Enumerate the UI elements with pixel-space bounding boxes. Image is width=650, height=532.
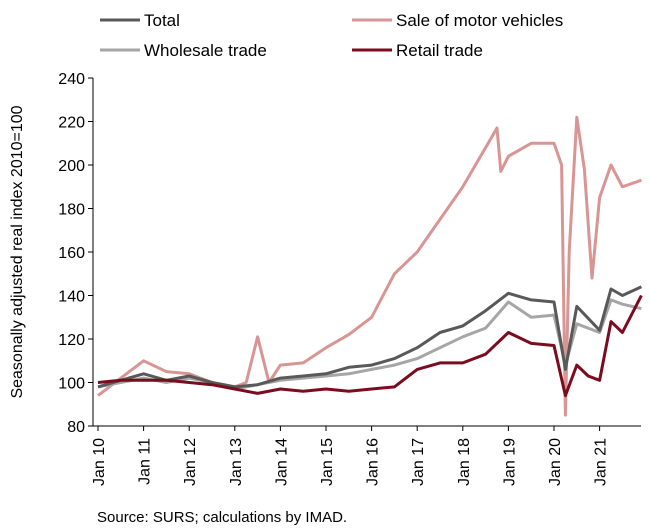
y-tick-label: 160 [58, 245, 85, 262]
y-tick-label: 100 [58, 376, 85, 393]
y-tick-label: 220 [58, 115, 85, 132]
series-line-total [97, 285, 643, 389]
x-tick-label: Jan 12 [182, 438, 199, 486]
plot-lines [97, 115, 643, 417]
x-tick-label: Jan 19 [501, 438, 518, 486]
x-tick-label: Jan 16 [365, 438, 382, 486]
legend: Total Sale of motor vehicles Wholesale tra… [100, 11, 563, 60]
legend-label: Wholesale trade [144, 41, 267, 60]
y-tick-label: 80 [67, 419, 85, 436]
legend-label: Sale of motor vehicles [396, 11, 563, 30]
x-tick-label: Jan 20 [547, 438, 564, 486]
y-tick-label: 200 [58, 158, 85, 175]
y-axis-ticks: 80 100 120 140 160 180 200 220 240 [58, 71, 93, 436]
legend-label: Total [144, 11, 180, 30]
x-tick-label: Jan 17 [410, 438, 427, 486]
legend-label: Retail trade [396, 41, 483, 60]
y-tick-label: 240 [58, 71, 85, 88]
y-axis-title: Seasonally adjusted real index 2010=100 [9, 105, 26, 398]
x-tick-label: Jan 11 [137, 438, 154, 485]
x-tick-label: Jan 15 [319, 438, 336, 486]
x-tick-label: Jan 14 [273, 438, 290, 486]
y-tick-label: 180 [58, 202, 85, 219]
y-tick-label: 140 [58, 289, 85, 306]
series-line-retail-trade [97, 294, 643, 398]
source-note: Source: SURS; calculations by IMAD. [97, 509, 347, 526]
x-tick-label: Jan 10 [91, 438, 108, 486]
x-tick-label: Jan 21 [593, 438, 610, 486]
y-tick-label: 120 [58, 332, 85, 349]
x-tick-label: Jan 18 [456, 438, 473, 486]
x-axis-ticks: Jan 10 Jan 11 Jan 12 Jan 13 Jan 14 Jan 15 Jan … [91, 426, 610, 486]
x-tick-label: Jan 13 [228, 438, 245, 486]
